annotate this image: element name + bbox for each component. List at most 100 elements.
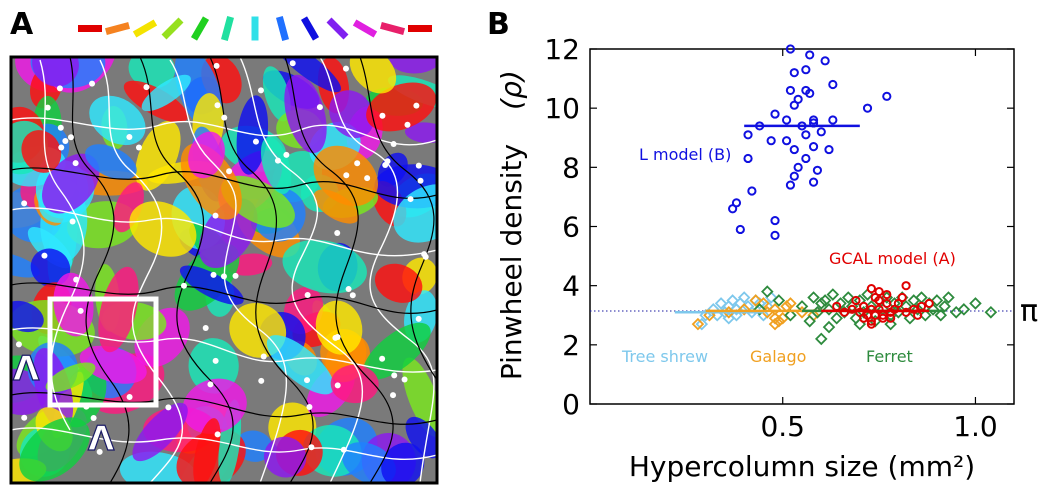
y-tick-label: 2 xyxy=(562,329,580,362)
data-point xyxy=(882,298,892,309)
orientation-blob xyxy=(42,153,100,214)
data-point xyxy=(737,291,751,304)
orientation-blob xyxy=(363,322,431,380)
data-point xyxy=(801,65,811,75)
data-point xyxy=(753,303,766,316)
pinwheel-dot xyxy=(379,355,386,362)
pinwheel-dot xyxy=(21,200,28,207)
data-point xyxy=(812,165,823,175)
data-point xyxy=(805,88,815,98)
data-point xyxy=(969,297,982,310)
pinwheel-dot xyxy=(334,229,341,236)
data-point xyxy=(901,307,911,317)
pinwheel-dot xyxy=(15,341,22,348)
orientation-key-bar xyxy=(300,16,320,41)
data-point xyxy=(818,294,832,307)
pinwheel-dot xyxy=(73,276,80,283)
data-point xyxy=(728,204,738,214)
y-tick-label: 4 xyxy=(562,270,580,303)
data-point xyxy=(785,180,796,190)
data-point xyxy=(828,115,838,125)
mean-lines xyxy=(674,124,945,314)
orientation-blob xyxy=(79,345,147,384)
data-point xyxy=(874,295,884,306)
data-point xyxy=(897,292,907,303)
data-point xyxy=(781,136,792,146)
orientation-blob xyxy=(381,442,425,483)
data-point xyxy=(874,286,884,297)
panel-b-label: B xyxy=(487,7,510,42)
data-point xyxy=(847,304,857,314)
pinwheel-dot xyxy=(213,62,220,69)
data-point xyxy=(726,294,739,307)
data-point xyxy=(722,311,736,325)
pinwheel-dot xyxy=(413,102,420,109)
orientation-blob xyxy=(262,66,291,122)
orientation-key-bar xyxy=(78,25,102,32)
orientation-key-bar xyxy=(380,22,405,35)
pinwheel-dot xyxy=(354,160,361,167)
orientation-blob xyxy=(260,136,292,194)
orientation-blob xyxy=(366,82,437,132)
pinwheel-dot xyxy=(283,151,290,158)
data-point xyxy=(886,313,896,323)
y-tick-label: 8 xyxy=(562,151,580,184)
data-point xyxy=(803,314,816,328)
pinwheel-dot xyxy=(232,272,239,279)
data-point xyxy=(866,284,876,294)
data-point xyxy=(820,56,830,66)
data-point xyxy=(859,313,869,323)
data-point xyxy=(770,109,780,119)
orientation-blob xyxy=(30,248,71,287)
pinwheel-dot xyxy=(72,160,79,167)
pinwheel-dot xyxy=(306,403,313,410)
data-point xyxy=(934,308,948,322)
x-axis-label: Hypercolumn size (mm²) xyxy=(629,450,975,483)
data-point xyxy=(888,297,901,310)
pinwheel-dot xyxy=(289,60,296,67)
data-point xyxy=(830,311,843,325)
data-point xyxy=(761,285,774,298)
data-point xyxy=(924,298,934,309)
pinwheel-dot xyxy=(126,394,133,401)
pinwheel-markers xyxy=(15,60,429,455)
y-tick-label: 10 xyxy=(544,92,580,125)
data-point xyxy=(703,308,716,322)
data-point xyxy=(743,153,753,164)
pinwheel-dot xyxy=(41,252,48,259)
data-point xyxy=(882,91,892,101)
pinwheel-dot xyxy=(382,161,389,168)
orientation-key-bar xyxy=(132,19,158,38)
orientation-blob xyxy=(263,436,307,478)
pinwheel-dot xyxy=(252,138,259,145)
pinwheel-dot xyxy=(304,377,311,384)
data-point xyxy=(901,281,911,291)
pinwheel-dot xyxy=(345,286,352,293)
x-axis-ticks: 0.5 1.0 xyxy=(760,49,998,443)
data-point xyxy=(957,303,971,316)
pinwheel-dot xyxy=(143,84,150,91)
data-point xyxy=(699,308,712,322)
orientation-key-bar xyxy=(352,19,378,38)
data-point xyxy=(768,317,782,331)
pinwheel-dot xyxy=(379,112,386,119)
pinwheel-dot xyxy=(364,175,371,182)
pinwheel-dot xyxy=(401,376,408,383)
data-point xyxy=(785,85,796,96)
data-point xyxy=(691,317,705,331)
y-axis-symbol: (ρ) xyxy=(495,70,528,110)
pinwheel-dot xyxy=(67,134,74,141)
data-points xyxy=(691,44,998,346)
pinwheel-dot xyxy=(212,212,219,219)
data-point xyxy=(735,224,745,235)
orientation-key-bar xyxy=(190,16,210,41)
orientation-key-bar xyxy=(221,16,234,41)
data-point xyxy=(789,171,799,181)
orientation-key-bar xyxy=(408,25,432,32)
data-point xyxy=(942,291,955,304)
orientation-blob xyxy=(236,95,269,175)
data-point xyxy=(770,215,780,226)
orientation-blob xyxy=(193,418,221,483)
legend-ferret: Ferret xyxy=(866,347,913,366)
